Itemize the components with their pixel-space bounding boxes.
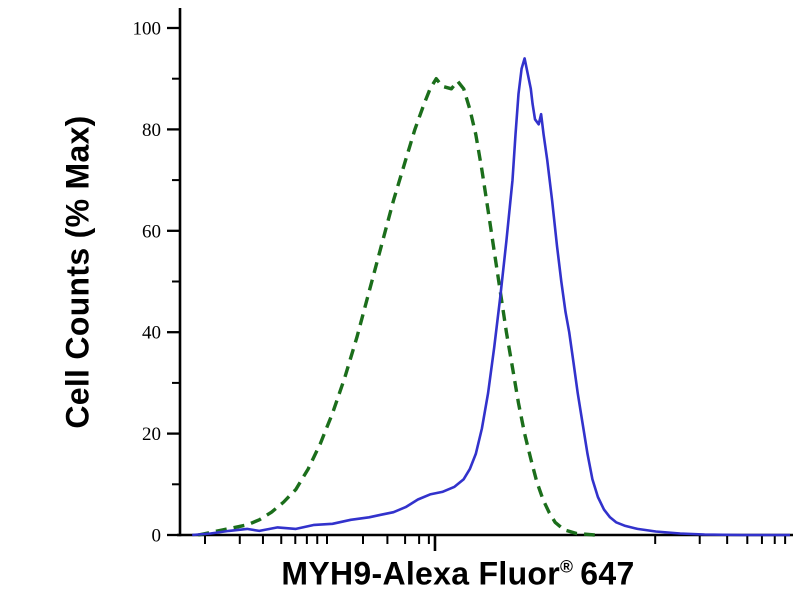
y-axis-title-text: Cell Counts (% Max) bbox=[59, 115, 96, 429]
stained-solid-curve bbox=[192, 57, 790, 537]
y-tick-label: 80 bbox=[142, 120, 161, 141]
y-tick-label: 20 bbox=[142, 424, 161, 445]
y-tick-label: 40 bbox=[142, 323, 161, 344]
control-dashed-curve bbox=[197, 77, 595, 537]
y-axis-title: Cell Counts (% Max) bbox=[60, 115, 97, 428]
x-axis-title: MYH9-Alexa Fluor® 647 bbox=[281, 556, 634, 593]
y-tick-label: 60 bbox=[142, 221, 161, 242]
x-axis-title-main: MYH9-Alexa Fluor bbox=[281, 555, 561, 592]
y-tick-label: 100 bbox=[133, 19, 162, 40]
y-tick-label: 0 bbox=[152, 526, 162, 547]
x-axis-title-suffix: 647 bbox=[580, 555, 635, 592]
registered-trademark-symbol: ® bbox=[560, 556, 574, 577]
